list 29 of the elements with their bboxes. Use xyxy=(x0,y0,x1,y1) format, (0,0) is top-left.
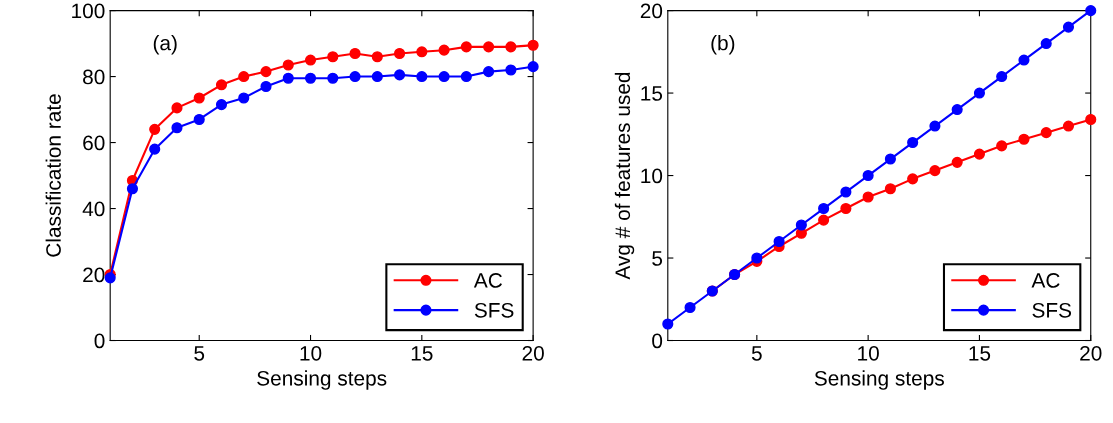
legend-label: AC xyxy=(1031,273,1060,288)
legend-label: AC xyxy=(473,273,503,288)
y-tick-label: 5 xyxy=(652,251,663,266)
x-tick-label: 20 xyxy=(522,345,544,361)
annotation: (a) xyxy=(153,35,177,55)
x-tick-label: 10 xyxy=(300,345,322,361)
y-axis-title: Classification rate xyxy=(45,94,61,257)
y-tick-label: 15 xyxy=(641,86,663,101)
y-tick-label: 20 xyxy=(83,267,105,283)
x-tick-label: 5 xyxy=(194,346,205,361)
y-axis-title: Avg # of features used xyxy=(614,72,635,280)
x-tick-label: 10 xyxy=(858,345,879,361)
x-tick-label: 20 xyxy=(1080,345,1102,361)
x-tick-label: 15 xyxy=(411,346,433,361)
legend-label: SFS xyxy=(474,302,514,318)
y-tick-label: 40 xyxy=(82,201,105,217)
annotation: (b) xyxy=(711,35,735,55)
y-tick-label: 0 xyxy=(652,333,663,349)
y-tick-label: 60 xyxy=(83,135,105,151)
y-tick-label: 10 xyxy=(641,168,663,184)
x-axis-title: Sensing steps xyxy=(814,370,944,390)
x-axis-title: Sensing steps xyxy=(257,370,387,390)
x-tick-label: 5 xyxy=(751,346,762,361)
y-tick-label: 100 xyxy=(72,3,105,19)
y-tick-label: 0 xyxy=(94,333,105,349)
x-tick-label: 15 xyxy=(969,346,991,361)
y-tick-label: 80 xyxy=(83,69,105,85)
legend-label: SFS xyxy=(1032,302,1072,318)
y-tick-label: 20 xyxy=(640,3,663,19)
